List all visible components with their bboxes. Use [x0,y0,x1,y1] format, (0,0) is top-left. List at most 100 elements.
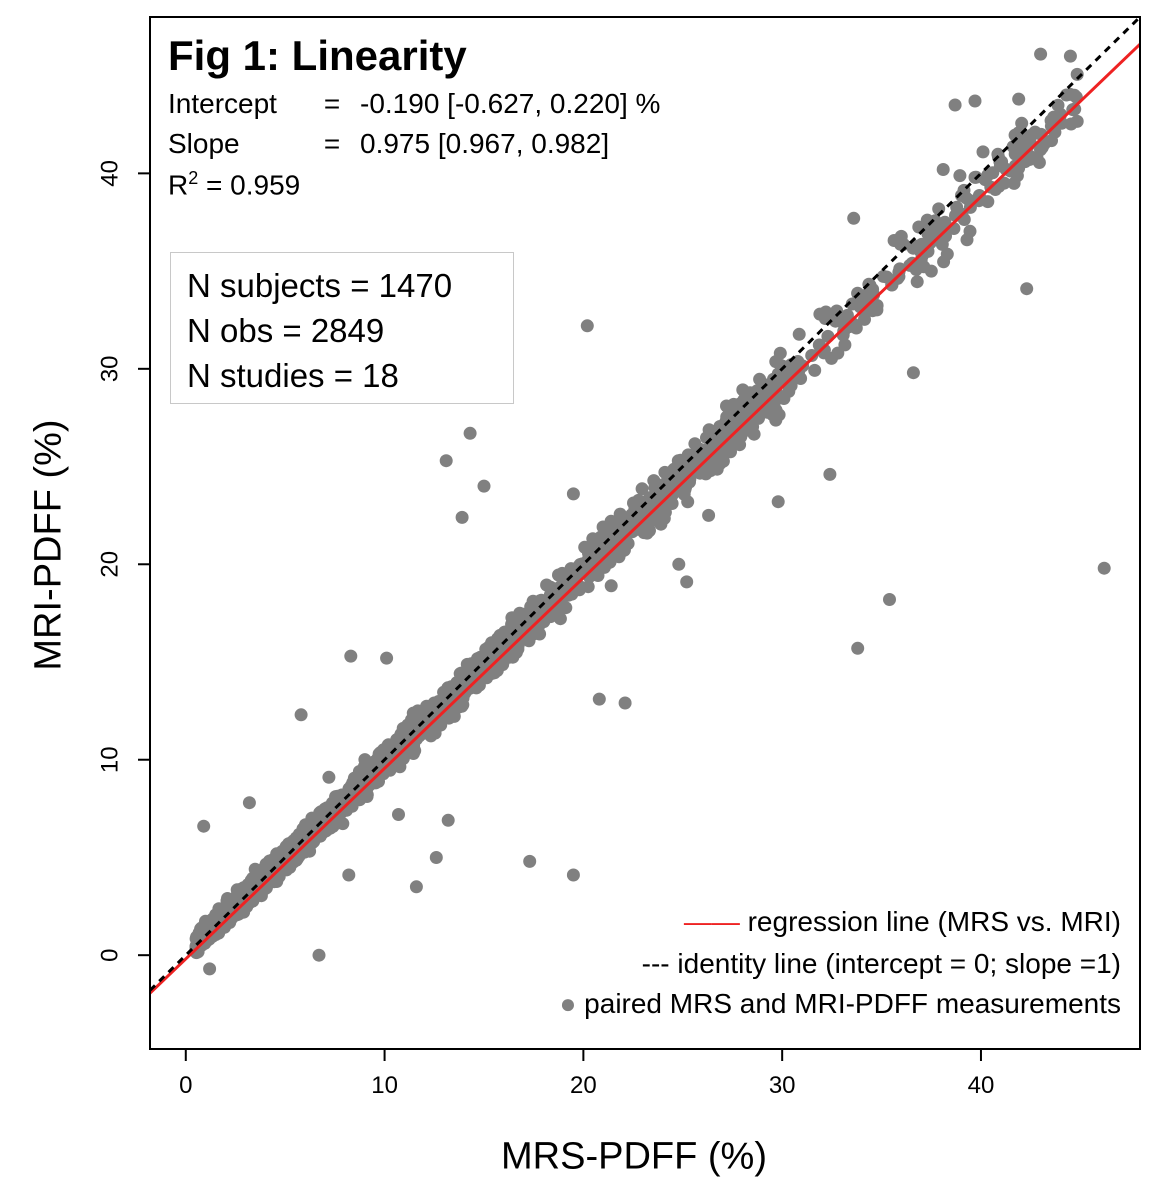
data-point [552,568,565,582]
legend-regression-label: regression line (MRS vs. MRI) [747,906,1121,937]
data-point [960,233,974,247]
data-point [1007,176,1021,190]
data-point [429,851,443,864]
data-point [1012,92,1026,106]
data-point [342,868,356,882]
data-point [489,641,502,655]
x-tick-label: 0 [179,1072,192,1099]
legend-identity-symbol: --- [641,948,670,979]
legend-regression: —— regression line (MRS vs. MRI) [684,906,1121,938]
data-points [189,47,1111,976]
data-point [618,696,632,710]
data-point [285,839,299,853]
data-point [894,229,908,243]
data-point [571,567,584,581]
data-point [1025,128,1039,142]
data-point [847,211,861,225]
x-tick-label: 30 [769,1072,796,1099]
data-point [477,479,491,493]
data-point [1097,561,1111,575]
data-point [1034,47,1048,61]
n-subjects: N subjects = 1470 [187,267,453,304]
data-point [720,399,733,413]
data-point [747,427,761,441]
data-point [777,392,791,405]
data-point [196,923,210,937]
x-axis: 0 10 20 30 40 [179,1048,994,1099]
data-point [504,625,518,639]
x-tick-label: 10 [371,1072,398,1099]
data-point [409,880,423,894]
data-point [834,314,848,328]
data-point [380,651,394,665]
data-point [1034,143,1047,157]
data-point [727,423,740,437]
data-point [753,372,767,386]
data-point [642,524,656,537]
data-point [203,962,217,976]
data-point [647,501,661,515]
data-point [680,575,694,589]
data-point [463,426,477,440]
data-point [948,98,962,112]
data-point [880,270,894,284]
data-point [695,461,709,475]
data-point [424,729,438,743]
data-point [710,462,724,476]
data-point [909,239,923,253]
data-point [851,641,865,655]
data-point [262,863,276,876]
data-point [681,495,695,509]
slope-eq: = [323,128,341,159]
data-point [237,881,250,895]
data-point [955,189,968,202]
slope-stat: Slope = 0.975 [0.967, 0.982] [168,128,609,160]
data-point [307,817,321,831]
x-tick-label: 20 [570,1072,597,1099]
data-point [769,413,783,427]
legend-points-symbol: ● [559,988,577,1019]
data-point [437,692,451,706]
slope-value: 0.975 [0.967, 0.982] [360,128,610,159]
data-point [460,657,474,671]
data-point [773,346,787,360]
data-point [1067,88,1081,102]
intercept-label: Intercept [168,88,277,119]
data-point [1020,282,1034,296]
data-point [1047,110,1061,124]
data-point [792,327,806,341]
data-point [590,549,604,563]
data-point [339,795,353,809]
data-point [750,384,764,398]
data-point [837,324,851,338]
data-point [1008,128,1022,142]
data-point [906,366,920,380]
data-point [936,163,950,176]
data-point [658,465,672,479]
data-point [1063,49,1077,63]
data-point [938,215,952,229]
data-point [1070,114,1084,128]
data-point [923,236,937,250]
data-point [312,948,326,962]
y-tick-label: 20 [97,551,124,578]
data-point [523,854,537,868]
data-point [953,169,967,183]
data-point [635,482,649,496]
y-tick-label: 30 [97,355,124,382]
data-point [591,569,605,582]
data-point [771,495,785,509]
data-point [883,593,896,606]
data-point [592,692,606,706]
data-point [823,467,837,481]
counts-box: N subjects = 1470 N obs = 2849 N studies… [170,252,514,404]
data-point [831,346,845,360]
data-point [322,770,336,784]
data-point [197,819,211,833]
data-point [533,627,547,641]
legend-points: ● paired MRS and MRI-PDFF measurements [559,988,1121,1020]
data-point [604,579,618,593]
data-point [603,534,617,548]
x-axis-label: MRS-PDFF (%) [501,1135,767,1178]
data-point [344,649,358,663]
